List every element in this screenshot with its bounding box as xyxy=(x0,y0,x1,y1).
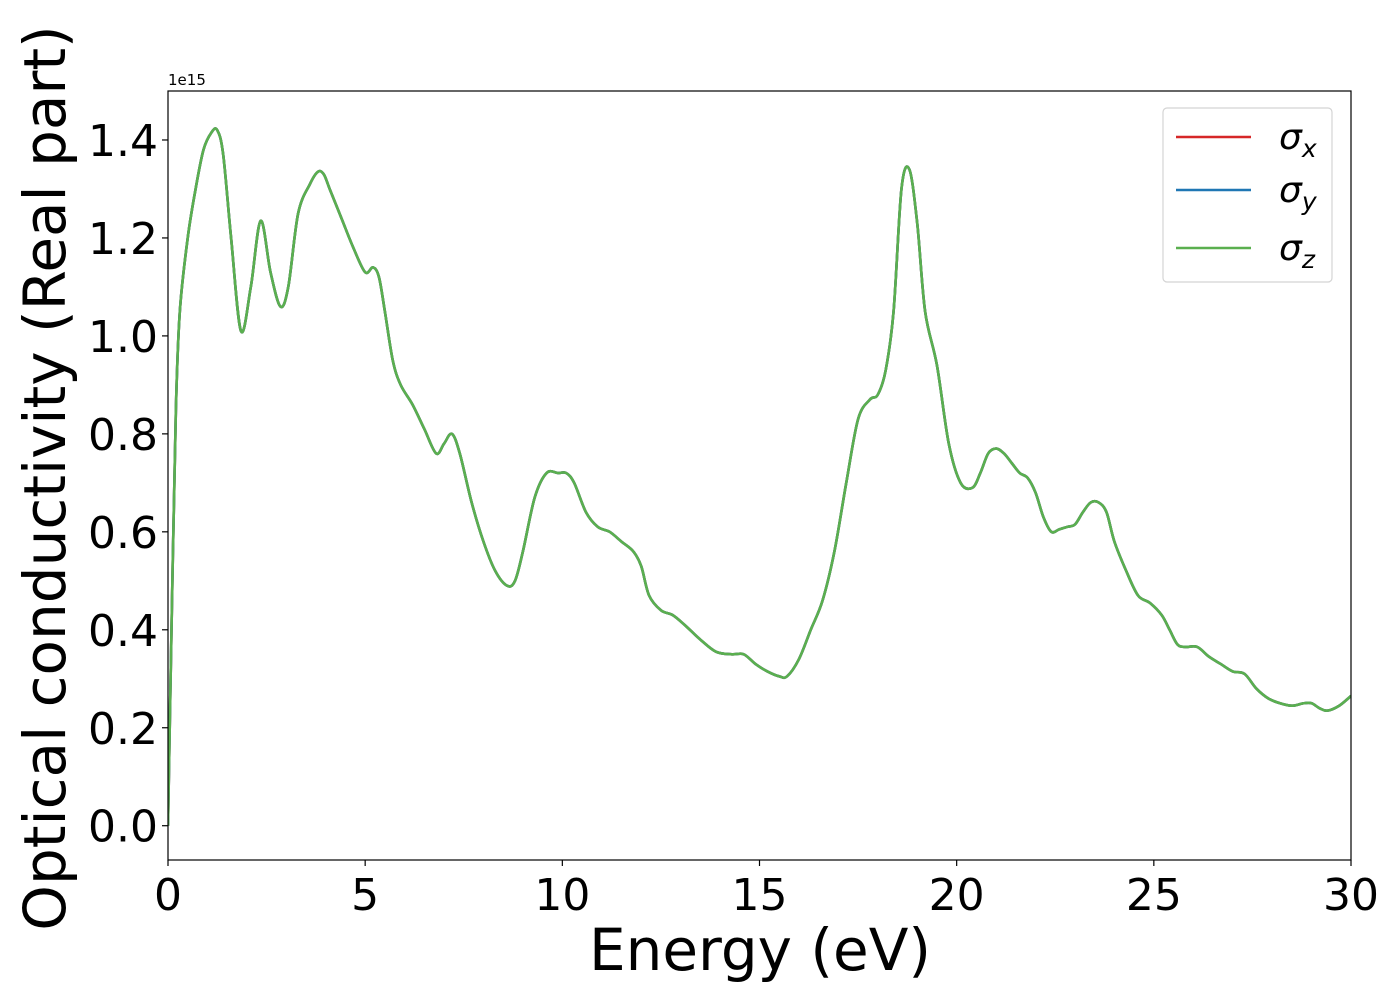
y-axis-ticks: 0.0 0.2 0.4 0.6 0.8 1.0 1.2 1.4 xyxy=(88,116,168,853)
y-axis-offset-label: 1e15 xyxy=(168,71,206,89)
legend-label-x: σx xyxy=(1279,117,1317,163)
series-line-z xyxy=(168,127,1351,826)
x-tick-label: 5 xyxy=(351,870,379,921)
y-tick-label: 0.2 xyxy=(88,704,158,755)
x-tick-label: 20 xyxy=(929,870,985,921)
y-tick-label: 1.2 xyxy=(88,214,158,265)
legend-box xyxy=(1162,107,1333,283)
x-tick-label: 25 xyxy=(1126,870,1182,921)
y-tick-label: 0.8 xyxy=(88,410,158,461)
x-tick-label: 15 xyxy=(732,870,788,921)
y-tick-label: 1.4 xyxy=(88,116,158,167)
y-tick-label: 0.0 xyxy=(88,802,158,853)
y-tick-label: 0.6 xyxy=(88,508,158,559)
plot-area xyxy=(167,90,1352,861)
x-axis-label: Energy (eV) xyxy=(589,916,931,984)
x-tick-label: 30 xyxy=(1323,870,1379,921)
x-axis-ticks: 0 5 10 15 20 25 30 xyxy=(154,860,1379,921)
x-tick-label: 10 xyxy=(534,870,590,921)
x-tick-label: 0 xyxy=(154,870,182,921)
y-tick-label: 0.4 xyxy=(88,606,158,657)
y-tick-label: 1.0 xyxy=(88,312,158,363)
legend: σx σy σz xyxy=(1162,107,1333,283)
y-axis-label: Optical conductivity (Real part) xyxy=(11,25,79,930)
legend-label-y: σy xyxy=(1279,170,1318,216)
legend-label-z: σz xyxy=(1279,228,1316,274)
